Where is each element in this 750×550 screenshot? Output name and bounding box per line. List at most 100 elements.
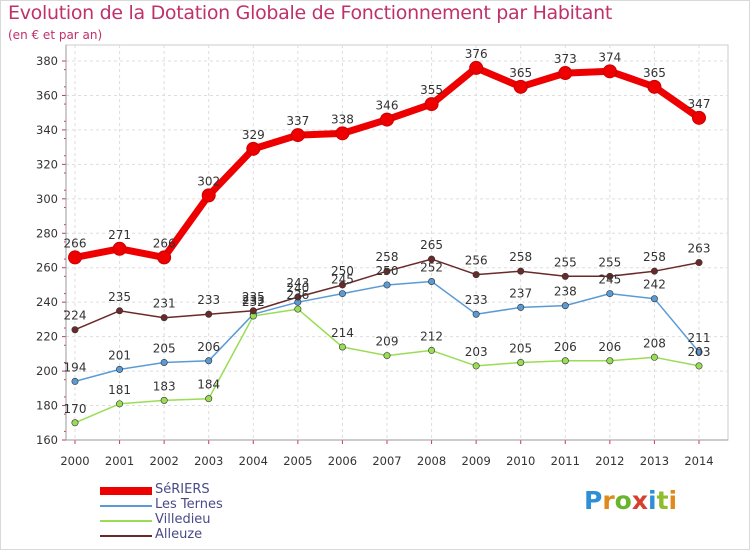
data-label: 243 <box>286 276 309 290</box>
x-tick-label: 2001 <box>105 454 134 468</box>
data-label: 206 <box>598 340 621 354</box>
data-label: 184 <box>197 378 220 392</box>
data-label: 194 <box>64 360 87 374</box>
legend-label: Villedieu <box>155 512 211 527</box>
x-tick-label: 2008 <box>417 454 446 468</box>
data-label: 365 <box>509 66 532 80</box>
data-label: 376 <box>465 47 488 61</box>
x-tick-label: 2005 <box>283 454 312 468</box>
series-point <box>381 113 394 126</box>
data-label: 266 <box>153 236 176 250</box>
series-point <box>518 268 524 274</box>
x-tick-label: 2004 <box>239 454 268 468</box>
data-label: 205 <box>153 341 176 355</box>
x-tick-label: 2009 <box>462 454 491 468</box>
data-label: 355 <box>420 83 443 97</box>
data-label: 242 <box>643 278 666 292</box>
data-label: 224 <box>64 309 87 323</box>
data-label: 258 <box>643 250 666 264</box>
y-tick-label: 240 <box>36 295 58 309</box>
x-tick-label: 2003 <box>194 454 223 468</box>
series-point <box>384 352 390 358</box>
series-point <box>607 290 613 296</box>
series-point <box>384 282 390 288</box>
series-point <box>693 111 706 124</box>
series-point <box>651 296 657 302</box>
legend-item: Les Ternes <box>100 499 300 513</box>
data-label: 346 <box>376 99 399 113</box>
data-label: 374 <box>598 50 621 64</box>
data-label: 203 <box>688 345 711 359</box>
x-tick-label: 2012 <box>595 454 624 468</box>
series-point <box>206 358 212 364</box>
y-tick-label: 380 <box>36 54 58 68</box>
data-label: 365 <box>643 66 666 80</box>
series-point <box>562 358 568 364</box>
series-point <box>69 251 82 264</box>
data-label: 347 <box>688 97 711 111</box>
series-point <box>696 259 702 265</box>
data-label: 203 <box>465 345 488 359</box>
data-label: 236 <box>286 288 309 302</box>
data-label: 170 <box>64 402 87 416</box>
data-label: 302 <box>197 174 220 188</box>
series-point <box>339 344 345 350</box>
series-point <box>473 311 479 317</box>
series-point <box>473 363 479 369</box>
series-point <box>470 61 483 74</box>
logo-letter: x <box>632 486 648 515</box>
data-label: 181 <box>108 383 131 397</box>
series-point <box>291 129 304 142</box>
legend-label: Alleuze <box>155 527 202 542</box>
y-tick-label: 160 <box>36 433 58 447</box>
series-point <box>113 242 126 255</box>
x-tick-label: 2013 <box>640 454 669 468</box>
data-label: 237 <box>509 286 532 300</box>
data-label: 271 <box>108 228 131 242</box>
logo-letter: t <box>657 486 669 515</box>
legend-swatch <box>100 520 152 522</box>
logo-letter: i <box>669 486 678 515</box>
data-label: 263 <box>688 242 711 256</box>
series-point <box>603 65 616 78</box>
data-label: 183 <box>153 379 176 393</box>
y-tick-label: 320 <box>36 157 58 171</box>
data-label: 211 <box>688 331 711 345</box>
data-label: 265 <box>420 238 443 252</box>
data-label: 233 <box>465 293 488 307</box>
series-point <box>202 189 215 202</box>
x-tick-label: 2010 <box>506 454 535 468</box>
data-label: 338 <box>331 112 354 126</box>
proxiti-logo: Proxiti <box>584 486 677 515</box>
data-label: 235 <box>108 290 131 304</box>
y-tick-label: 200 <box>36 364 58 378</box>
series-point <box>116 308 122 314</box>
data-label: 252 <box>420 261 443 275</box>
series-point <box>518 359 524 365</box>
legend-item: Alleuze <box>100 529 300 543</box>
series-point <box>514 80 527 93</box>
x-tick-label: 2000 <box>60 454 89 468</box>
data-label: 258 <box>509 250 532 264</box>
series-point <box>651 268 657 274</box>
series-point <box>295 306 301 312</box>
legend-label: Les Ternes <box>155 497 223 512</box>
legend-item: SéRIERS <box>100 484 300 498</box>
series-point <box>428 278 434 284</box>
series-point <box>158 251 171 264</box>
series-point <box>651 354 657 360</box>
data-label: 329 <box>242 128 265 142</box>
data-label: 206 <box>197 340 220 354</box>
data-label: 208 <box>643 336 666 350</box>
y-tick-label: 360 <box>36 88 58 102</box>
y-tick-label: 220 <box>36 330 58 344</box>
data-label: 255 <box>554 255 577 269</box>
series-point <box>559 67 572 80</box>
logo-letter: i <box>648 486 657 515</box>
data-label: 255 <box>598 255 621 269</box>
y-tick-label: 260 <box>36 261 58 275</box>
data-label: 373 <box>554 52 577 66</box>
series-point <box>72 327 78 333</box>
series-point <box>116 366 122 372</box>
series-point <box>247 142 260 155</box>
